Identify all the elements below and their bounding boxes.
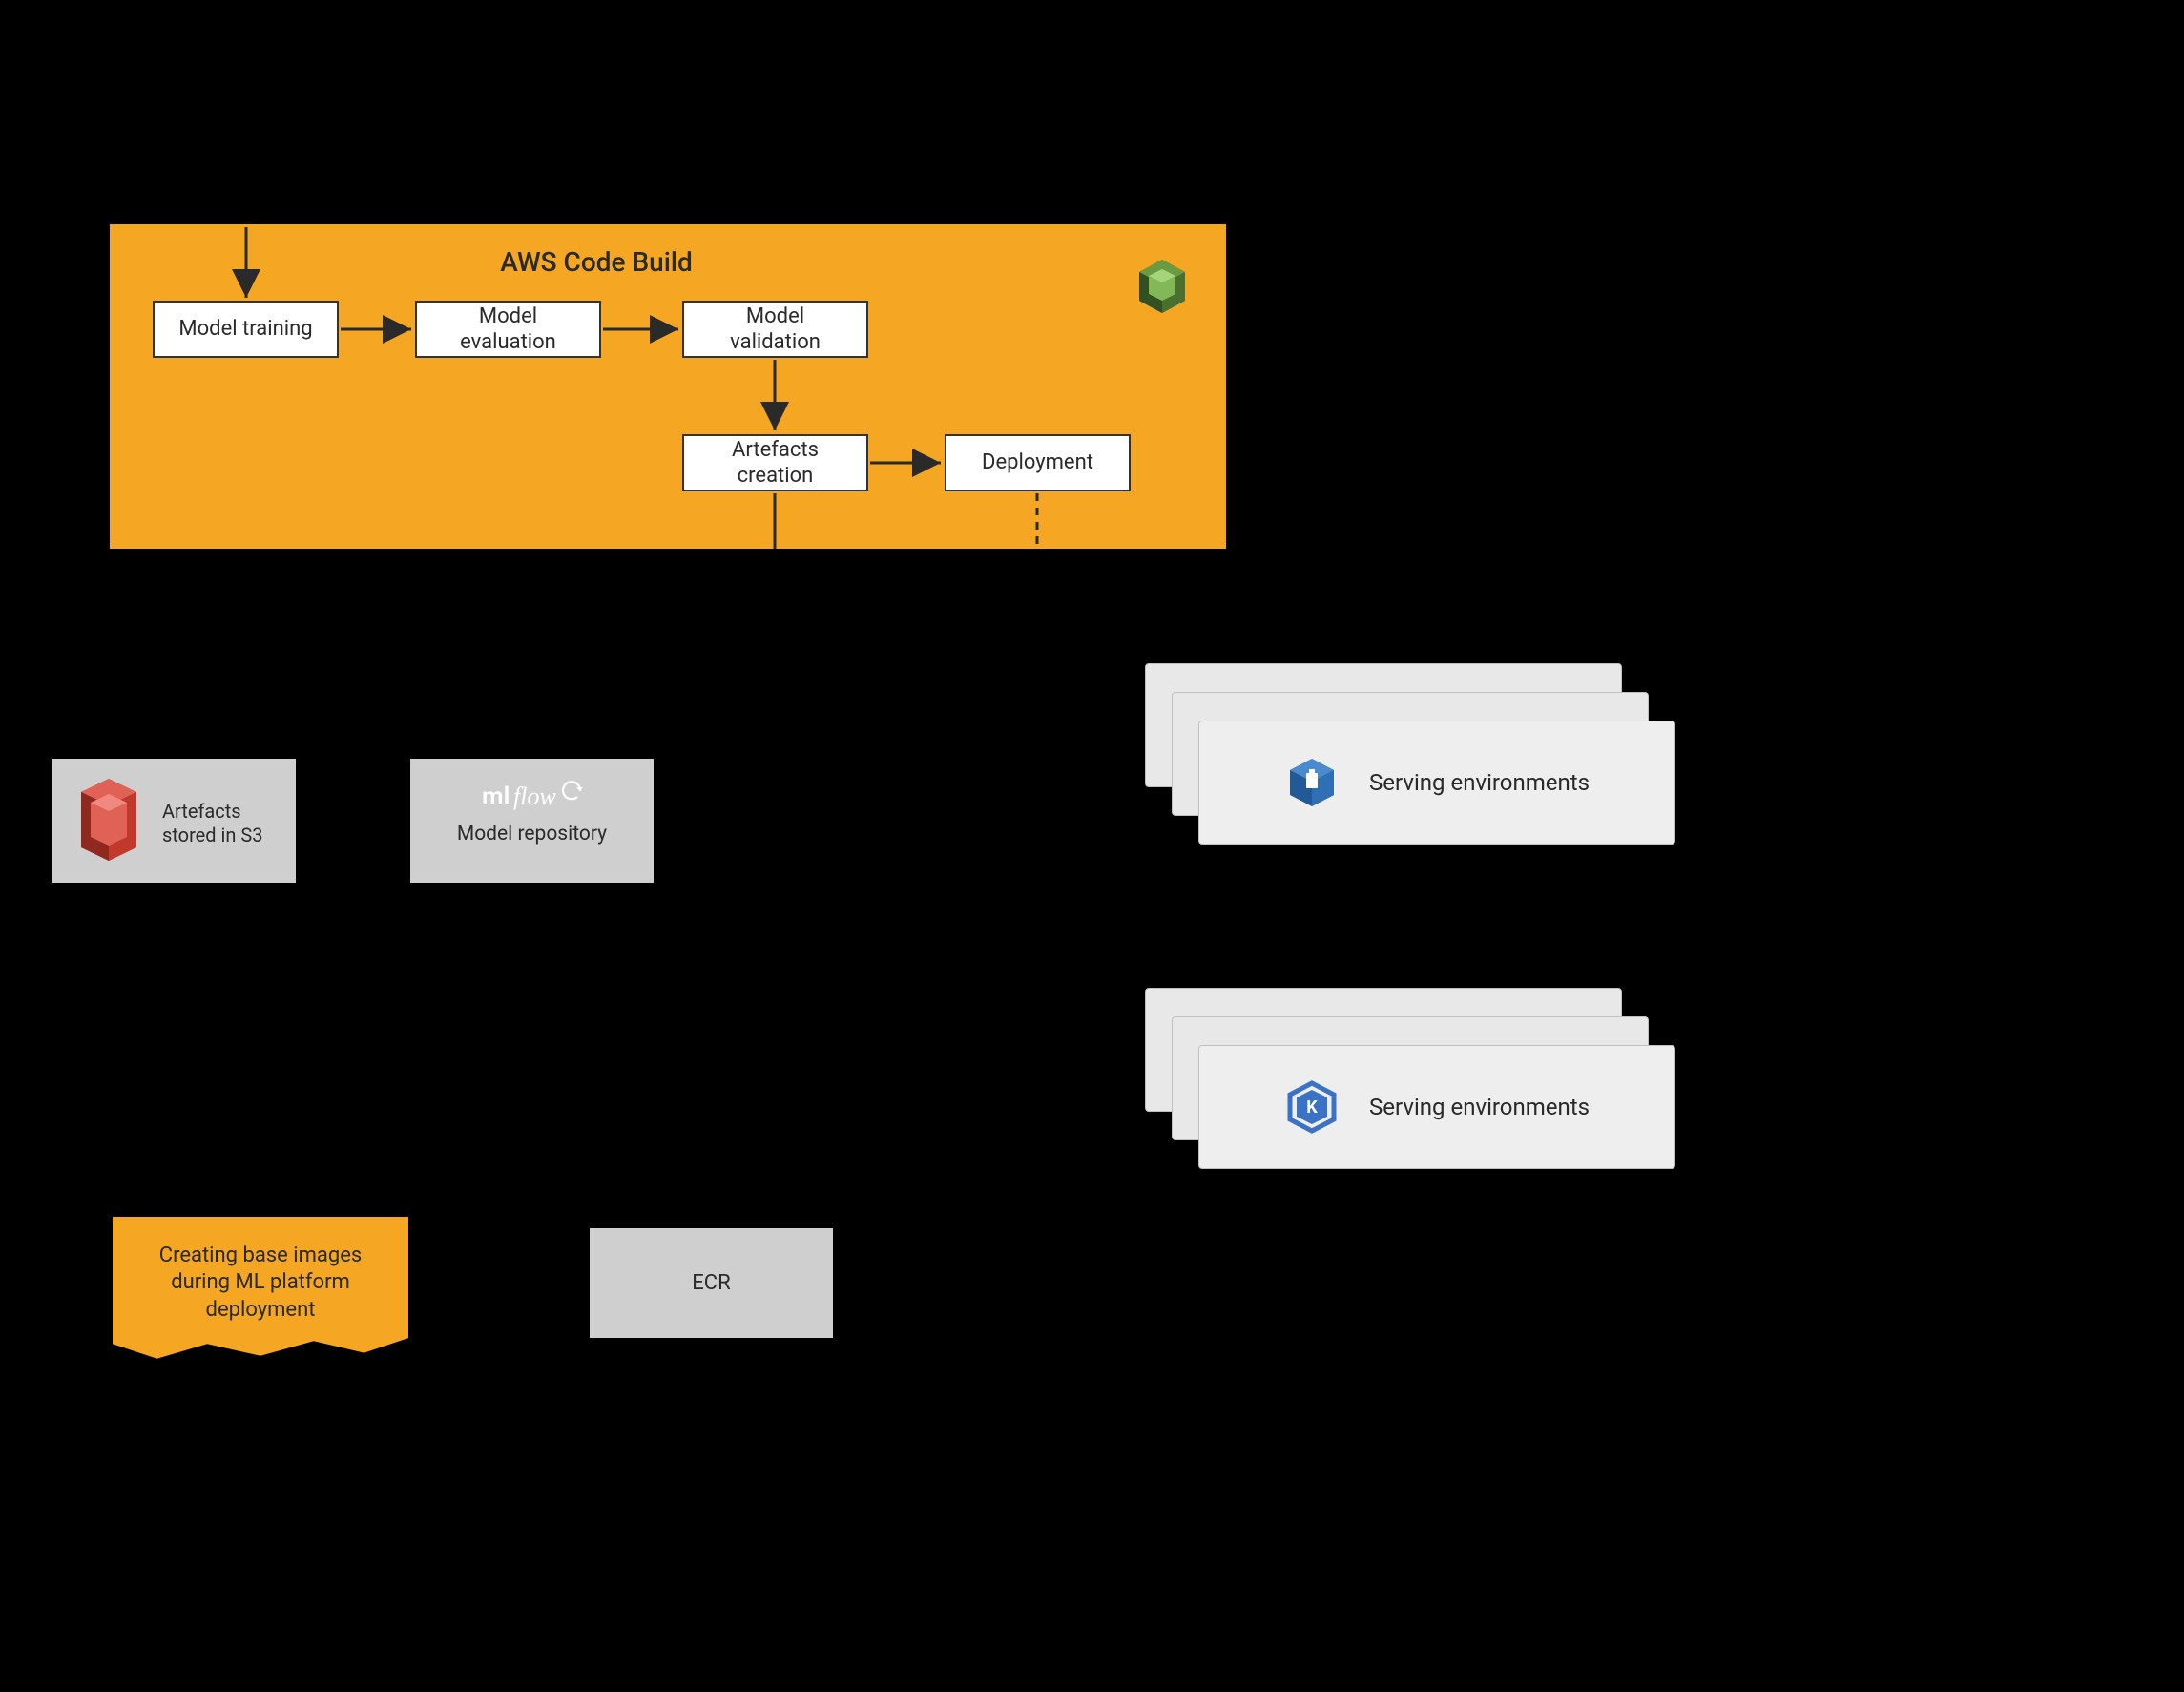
- s3-label-line1: Artefacts: [162, 800, 241, 823]
- eks-icon: K: [1285, 1080, 1339, 1134]
- note-base-images: Creating base images during ML platform …: [113, 1217, 408, 1365]
- ecs-serving-label: Serving environments: [1369, 769, 1590, 796]
- s3-label: Artefacts stored in S3: [162, 800, 286, 847]
- mlflow-label: Model repository: [410, 823, 654, 846]
- svg-text:flow: flow: [513, 783, 556, 810]
- ecs-icon: [1285, 756, 1339, 809]
- ecr-label: ECR: [692, 1271, 730, 1295]
- eks-serving-label: Serving environments: [1369, 1094, 1590, 1120]
- s3-icon: [72, 773, 146, 867]
- arrows-layer: [0, 0, 2184, 1692]
- s3-label-line2: stored in S3: [162, 824, 263, 846]
- svg-text:ml: ml: [482, 783, 510, 811]
- diagram-canvas: AWS Code Build Model training Model eval…: [0, 0, 2184, 1692]
- mlflow-logo: ml flow: [482, 778, 596, 816]
- node-ecr: ECR: [590, 1228, 833, 1338]
- svg-text:K: K: [1306, 1097, 1318, 1118]
